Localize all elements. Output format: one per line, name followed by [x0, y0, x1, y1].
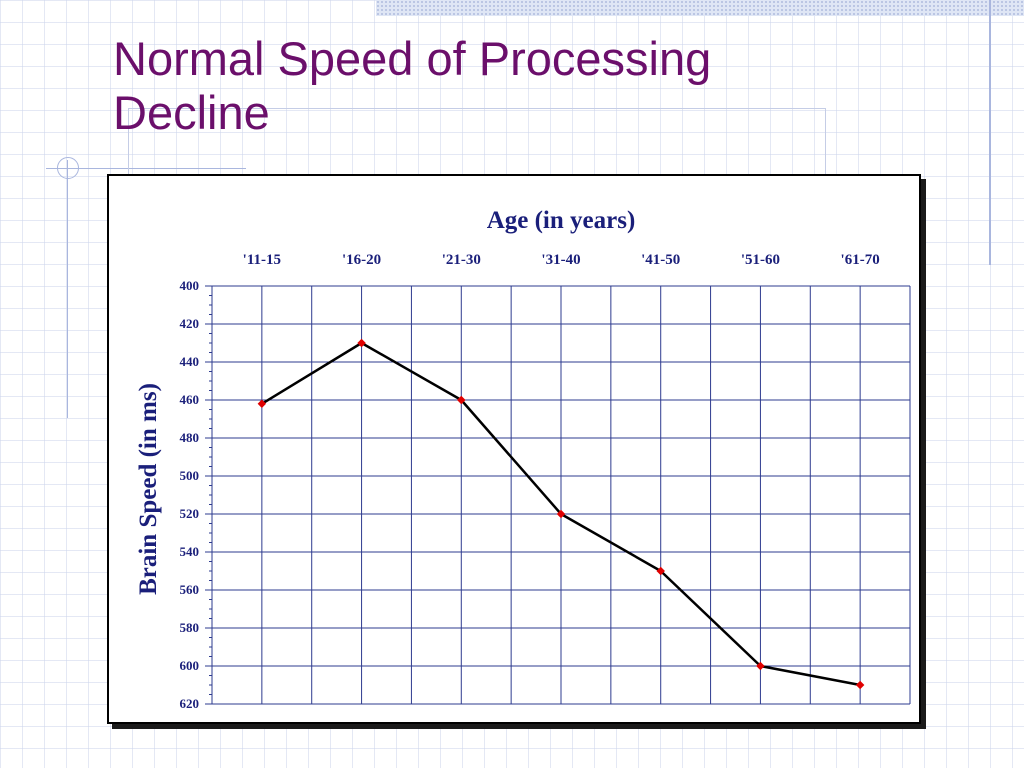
y-tick-label: 520: [180, 506, 200, 521]
y-tick-label: 560: [180, 582, 200, 597]
slide-title: Normal Speed of Processing Decline: [113, 32, 913, 140]
y-tick-label: 480: [180, 430, 200, 445]
y-tick-label: 580: [180, 620, 200, 635]
x-tick-label: '21-30: [442, 252, 481, 268]
x-tick-label: '41-50: [641, 252, 680, 268]
title-underline-decoration: [46, 168, 246, 169]
slide-title-line-1: Normal Speed of Processing: [113, 32, 712, 85]
x-tick-label: '61-70: [841, 252, 880, 268]
decorative-ring-icon: [57, 157, 79, 179]
data-point: [257, 399, 267, 409]
y-tick-label: 500: [180, 468, 200, 483]
y-tick-label: 420: [180, 316, 200, 331]
y-tick-label: 440: [180, 354, 200, 369]
slide-title-line-2: Decline: [113, 86, 270, 139]
data-point: [357, 338, 366, 348]
x-tick-label: '11-15: [243, 252, 281, 268]
x-tick-label: '51-60: [741, 252, 780, 268]
data-point: [457, 395, 466, 405]
x-tick-label: '16-20: [342, 252, 381, 268]
right-decorative-line: [989, 0, 991, 265]
data-point: [855, 680, 865, 690]
x-axis-title: Age (in years): [487, 207, 636, 234]
left-decorative-line: [67, 160, 68, 418]
top-decorative-band: [376, 0, 1024, 16]
chart-container: 400 420 440 460 480 500 520 540 560 580 600 620 '11-…: [107, 174, 921, 724]
y-tick-label: 600: [180, 658, 200, 673]
y-tick-label: 400: [180, 278, 200, 293]
y-tick-label: 620: [180, 696, 200, 711]
y-tick-label: 460: [180, 392, 200, 407]
y-axis-title: Brain Speed (in ms): [135, 383, 162, 595]
x-tick-label: '31-40: [541, 252, 580, 268]
line-chart: 400 420 440 460 480 500 520 540 560 580 600 620 '11-…: [135, 207, 911, 711]
y-tick-label: 540: [180, 544, 200, 559]
